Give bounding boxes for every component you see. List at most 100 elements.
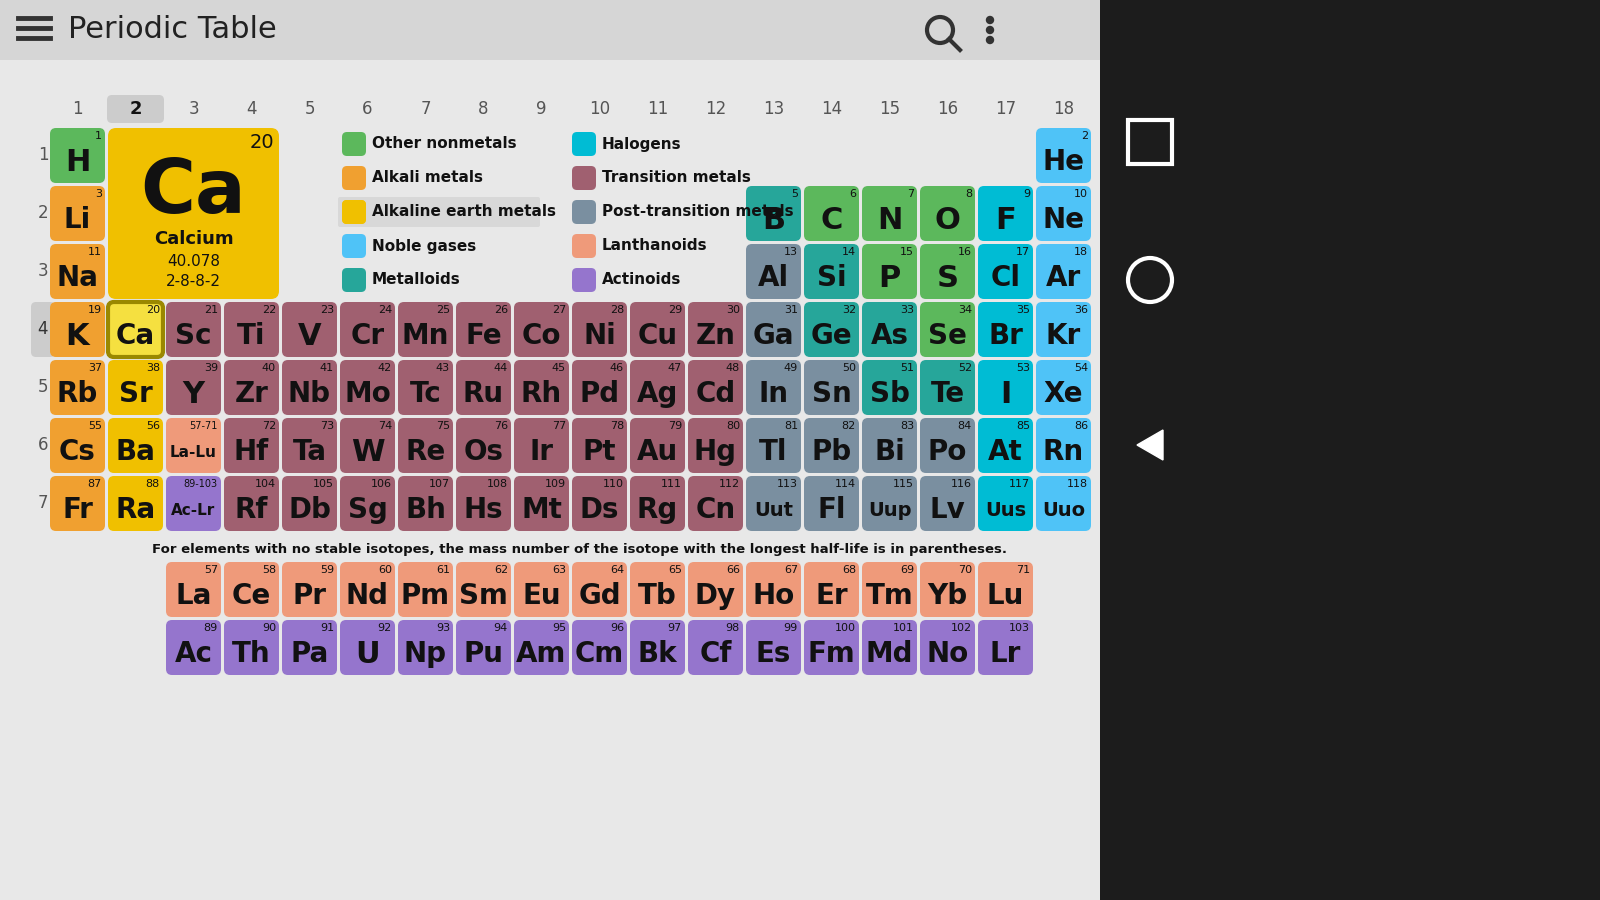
Text: Cu: Cu <box>637 322 677 350</box>
Text: 76: 76 <box>494 421 509 431</box>
Text: 85: 85 <box>1016 421 1030 431</box>
Text: 55: 55 <box>88 421 102 431</box>
Text: 107: 107 <box>429 479 450 489</box>
Text: Rn: Rn <box>1043 438 1085 466</box>
Text: 58: 58 <box>262 565 277 575</box>
Text: 71: 71 <box>1016 565 1030 575</box>
FancyBboxPatch shape <box>805 562 859 617</box>
Text: Cs: Cs <box>59 438 96 466</box>
Text: 11: 11 <box>88 247 102 257</box>
Text: 15: 15 <box>899 247 914 257</box>
FancyBboxPatch shape <box>1037 244 1091 299</box>
FancyBboxPatch shape <box>746 186 802 241</box>
FancyBboxPatch shape <box>805 620 859 675</box>
Text: Br: Br <box>989 322 1022 350</box>
FancyBboxPatch shape <box>978 302 1034 357</box>
FancyBboxPatch shape <box>342 200 366 224</box>
FancyBboxPatch shape <box>166 562 221 617</box>
Text: Eu: Eu <box>522 582 562 610</box>
FancyBboxPatch shape <box>688 418 742 473</box>
Text: 53: 53 <box>1016 363 1030 373</box>
FancyBboxPatch shape <box>630 302 685 357</box>
Text: 11: 11 <box>646 100 669 118</box>
FancyBboxPatch shape <box>50 128 106 183</box>
Text: 86: 86 <box>1074 421 1088 431</box>
FancyBboxPatch shape <box>573 418 627 473</box>
Text: 106: 106 <box>371 479 392 489</box>
FancyBboxPatch shape <box>688 620 742 675</box>
FancyBboxPatch shape <box>920 418 974 473</box>
FancyBboxPatch shape <box>398 620 453 675</box>
Text: 8: 8 <box>965 189 973 199</box>
Text: 60: 60 <box>378 565 392 575</box>
Text: Li: Li <box>64 206 91 234</box>
Text: 68: 68 <box>842 565 856 575</box>
Text: Rg: Rg <box>637 496 678 524</box>
Text: 66: 66 <box>726 565 739 575</box>
Text: 94: 94 <box>494 623 509 633</box>
Text: 26: 26 <box>494 305 509 315</box>
Text: Cl: Cl <box>990 264 1021 292</box>
Text: 92: 92 <box>378 623 392 633</box>
Text: 98: 98 <box>726 623 739 633</box>
Text: Ag: Ag <box>637 380 678 408</box>
Text: Te: Te <box>931 380 965 408</box>
Text: 14: 14 <box>821 100 842 118</box>
Text: 43: 43 <box>435 363 450 373</box>
Text: 109: 109 <box>546 479 566 489</box>
Text: 6: 6 <box>850 189 856 199</box>
Text: 33: 33 <box>899 305 914 315</box>
FancyBboxPatch shape <box>339 562 395 617</box>
Text: Halogens: Halogens <box>602 137 682 151</box>
FancyBboxPatch shape <box>224 476 278 531</box>
FancyBboxPatch shape <box>456 620 510 675</box>
Text: Ta: Ta <box>293 438 326 466</box>
Text: Pb: Pb <box>811 438 851 466</box>
Text: 73: 73 <box>320 421 334 431</box>
Text: 112: 112 <box>718 479 739 489</box>
FancyBboxPatch shape <box>573 476 627 531</box>
Text: 88: 88 <box>146 479 160 489</box>
Text: Metalloids: Metalloids <box>371 273 461 287</box>
Text: Y: Y <box>182 380 205 409</box>
Text: Sr: Sr <box>118 380 152 408</box>
Text: Nb: Nb <box>288 380 331 408</box>
Text: 7: 7 <box>38 494 48 512</box>
Text: 45: 45 <box>552 363 566 373</box>
Text: Fm: Fm <box>808 640 856 668</box>
FancyBboxPatch shape <box>573 166 595 190</box>
Text: Ti: Ti <box>237 322 266 350</box>
Text: 74: 74 <box>378 421 392 431</box>
Text: 65: 65 <box>669 565 682 575</box>
FancyBboxPatch shape <box>30 302 54 357</box>
Text: 39: 39 <box>203 363 218 373</box>
Text: 63: 63 <box>552 565 566 575</box>
FancyBboxPatch shape <box>398 418 453 473</box>
Text: Er: Er <box>814 582 848 610</box>
FancyBboxPatch shape <box>107 95 165 123</box>
Text: Ar: Ar <box>1046 264 1082 292</box>
Text: 12: 12 <box>706 100 726 118</box>
Text: Tb: Tb <box>638 582 677 610</box>
FancyBboxPatch shape <box>862 360 917 415</box>
Text: 7: 7 <box>907 189 914 199</box>
Text: 105: 105 <box>314 479 334 489</box>
Text: 95: 95 <box>552 623 566 633</box>
FancyBboxPatch shape <box>805 186 859 241</box>
FancyBboxPatch shape <box>514 360 570 415</box>
Text: Ce: Ce <box>232 582 270 610</box>
FancyBboxPatch shape <box>166 418 221 473</box>
Text: Ac-Lr: Ac-Lr <box>171 502 216 518</box>
Text: Au: Au <box>637 438 678 466</box>
Text: Np: Np <box>403 640 446 668</box>
Text: 89-103: 89-103 <box>184 479 218 489</box>
FancyBboxPatch shape <box>1037 476 1091 531</box>
Text: 104: 104 <box>254 479 277 489</box>
Text: 1: 1 <box>94 131 102 141</box>
Text: 3: 3 <box>38 263 48 281</box>
Text: 116: 116 <box>950 479 973 489</box>
Text: 57: 57 <box>203 565 218 575</box>
Text: Ra: Ra <box>115 496 155 524</box>
Text: Alkali metals: Alkali metals <box>371 170 483 185</box>
Text: Zn: Zn <box>696 322 736 350</box>
